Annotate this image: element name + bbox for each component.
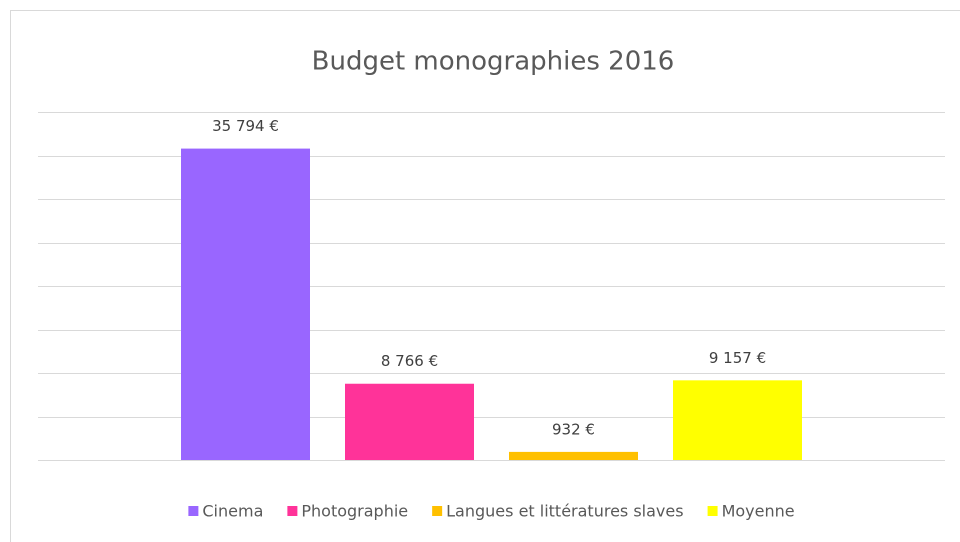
legend-label: Photographie (301, 502, 408, 521)
legend-swatch (287, 506, 298, 516)
legend-label: Cinema (202, 502, 263, 521)
data-label: 9 157 € (709, 349, 766, 367)
bar (509, 451, 638, 460)
chart-title: Budget monographies 2016 (312, 47, 675, 77)
bar (345, 383, 474, 460)
bar (181, 148, 310, 460)
chart-frame (10, 10, 960, 542)
legend-swatch (432, 506, 443, 516)
data-label: 932 € (552, 420, 595, 438)
data-label: 35 794 € (212, 117, 279, 135)
legend-swatch (188, 506, 199, 516)
legend-swatch (707, 506, 718, 516)
legend-label: Langues et littératures slaves (446, 502, 683, 521)
legend-label: Moyenne (722, 502, 795, 521)
data-label: 8 766 € (381, 352, 438, 370)
bar (673, 380, 802, 460)
